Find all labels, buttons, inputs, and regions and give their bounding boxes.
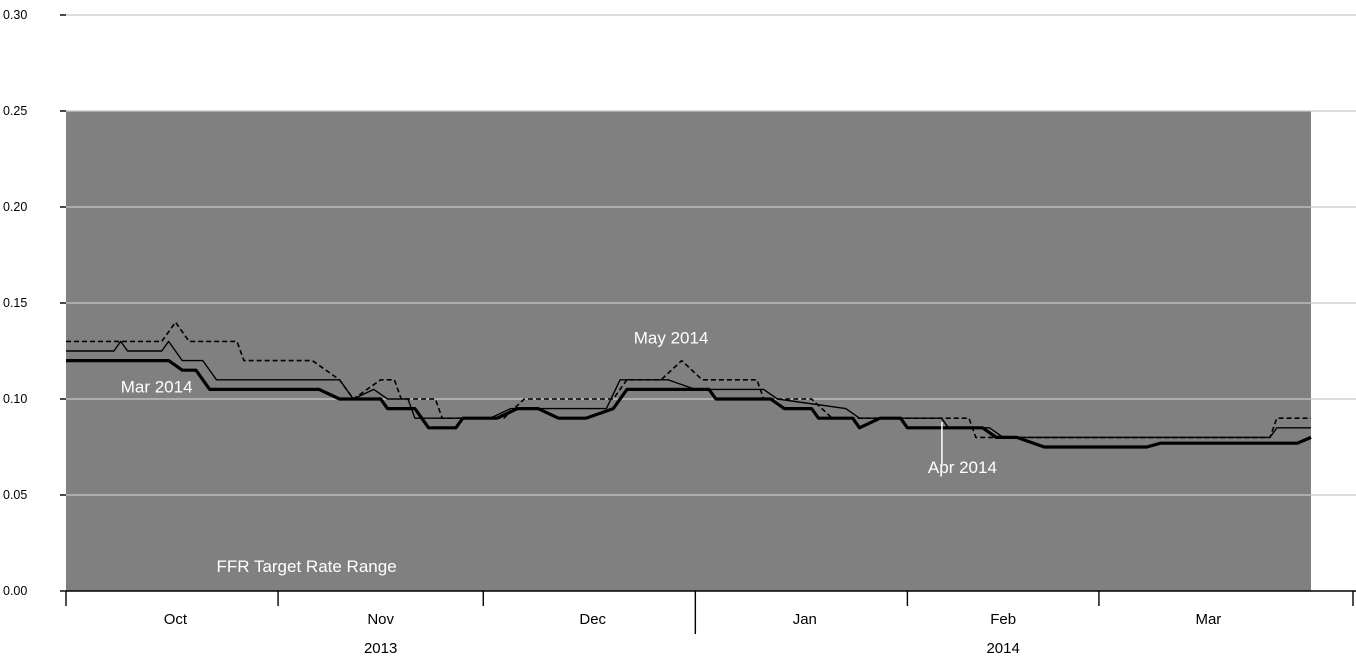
month-label: Feb xyxy=(990,611,1016,628)
series-lines xyxy=(66,321,1312,449)
month-label: Mar xyxy=(1195,611,1221,628)
y-tick-label: 0.15 xyxy=(3,296,27,310)
y-tick-label: 0.20 xyxy=(3,200,27,214)
y-axis: 0.00 0.05 0.10 0.15 0.20 0.25 0.30 xyxy=(3,8,66,598)
annotation-label: Apr 2014 xyxy=(928,458,997,477)
y-tick-label: 0.10 xyxy=(3,392,27,406)
series-line xyxy=(66,359,1312,449)
y-tick-label: 0.30 xyxy=(3,8,27,22)
month-label: Nov xyxy=(367,611,394,628)
annotation-label: Mar 2014 xyxy=(121,377,193,396)
annotations: Mar 2014 May 2014 Apr 2014 FFR Target Rate … xyxy=(121,328,997,576)
year-label: 2013 xyxy=(364,640,397,657)
series-line xyxy=(66,321,1311,439)
annotation-label: May 2014 xyxy=(634,328,709,347)
rate-range-band xyxy=(66,111,1311,591)
month-label: Jan xyxy=(793,611,817,628)
grid-lines xyxy=(66,14,1356,496)
y-tick-label: 0.05 xyxy=(3,488,27,502)
month-label: Oct xyxy=(164,611,188,628)
year-label: 2014 xyxy=(986,640,1019,657)
annotation-label: FFR Target Rate Range xyxy=(216,557,396,576)
month-label: Dec xyxy=(579,611,606,628)
y-tick-label: 0.00 xyxy=(3,584,27,598)
x-axis: Oct Nov Dec Jan Feb Mar 2013 2014 xyxy=(65,590,1356,657)
y-tick-label: 0.25 xyxy=(3,104,27,118)
